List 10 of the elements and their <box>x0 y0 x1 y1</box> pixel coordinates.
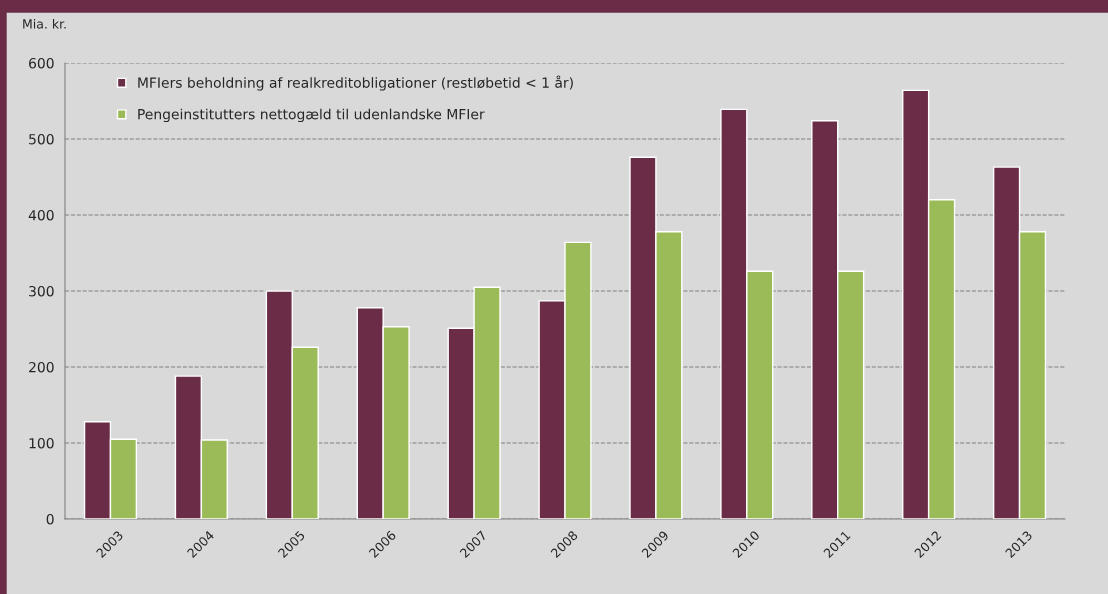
y-tick-label: 300 <box>29 285 54 297</box>
y-tick-label: 100 <box>29 437 54 449</box>
y-tick-label: 0 <box>46 513 54 525</box>
legend-label: Pengeinstitutters nettogæld til udenlandske MFIer <box>138 108 485 123</box>
y-tick-label: 400 <box>28 209 54 221</box>
y-tick-label: 200 <box>29 361 54 373</box>
y-tick-label: 600 <box>29 57 54 69</box>
y-axis-title: Mia. kr. <box>23 18 66 29</box>
y-tick-label: 500 <box>29 133 54 145</box>
legend-label: MFIers beholdning af realkreditobligationer (restløbetid < 1 år) <box>138 75 573 91</box>
